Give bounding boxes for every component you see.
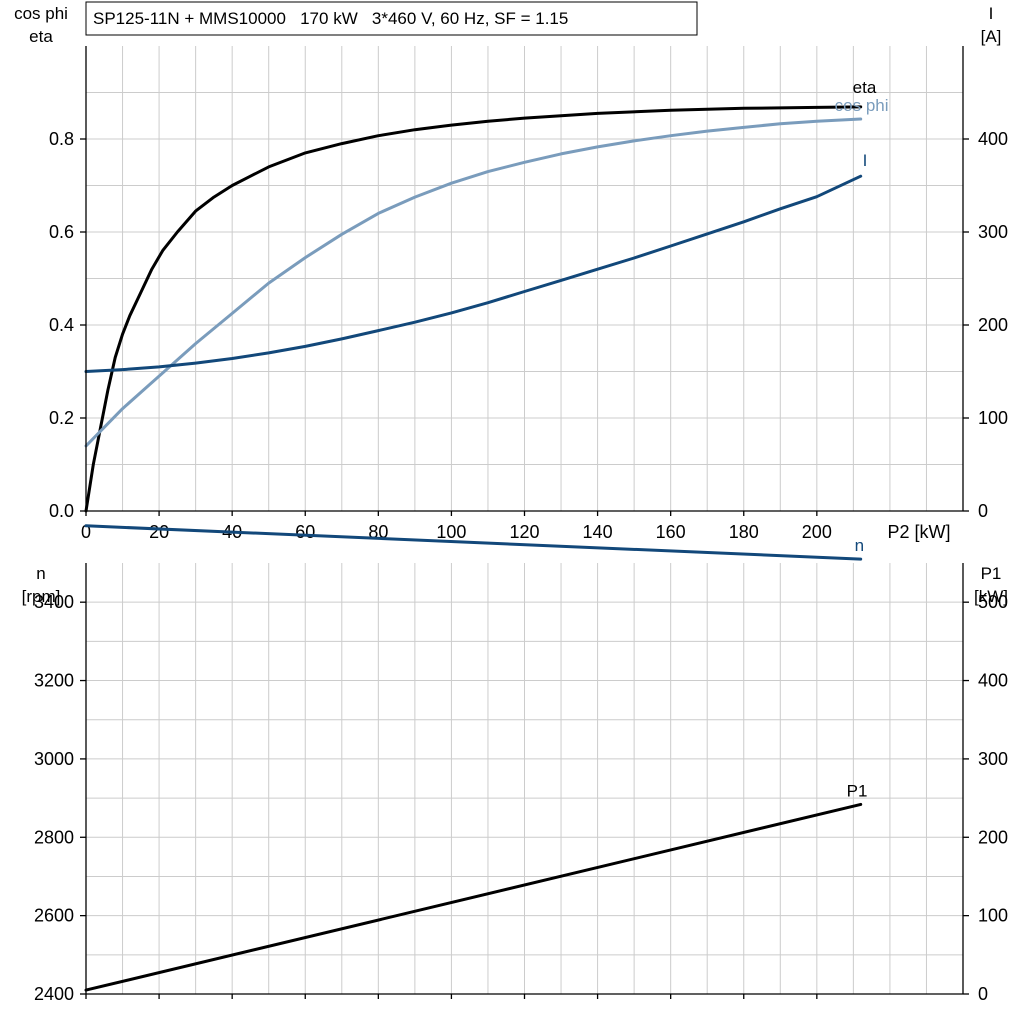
bottom-grid xyxy=(86,563,963,994)
left-axis-title-line: [rpm] xyxy=(22,587,61,606)
series-line-cos-phi xyxy=(84,117,863,448)
left-tick-label: 0.4 xyxy=(49,315,74,335)
x-tick-label: 20 xyxy=(149,522,169,542)
left-tick-label: 2400 xyxy=(34,984,74,1004)
series-label-cos-phi: cos phi xyxy=(835,96,889,115)
series-label-i: I xyxy=(863,151,868,170)
x-tick-label: 140 xyxy=(583,522,613,542)
x-tick-label: 120 xyxy=(509,522,539,542)
bottom-panel: 2400260028003000320034000100200300400500… xyxy=(22,524,1008,1004)
left-tick-label: 0.8 xyxy=(49,129,74,149)
series-line-n xyxy=(84,524,863,561)
right-tick-label: 0 xyxy=(978,501,988,521)
right-tick-label: 400 xyxy=(978,671,1008,691)
top-grid xyxy=(86,46,963,511)
x-tick-label: 100 xyxy=(436,522,466,542)
left-tick-label: 3000 xyxy=(34,749,74,769)
left-tick-label: 3200 xyxy=(34,671,74,691)
right-axis-title-line: P1 xyxy=(981,564,1002,583)
left-tick-label: 0.6 xyxy=(49,222,74,242)
right-tick-label: 300 xyxy=(978,222,1008,242)
x-tick-label: 160 xyxy=(656,522,686,542)
chart-title: SP125-11N + MMS10000 170 kW 3*460 V, 60 … xyxy=(93,9,568,28)
left-axis-title-line: eta xyxy=(29,27,53,46)
series-label-p1: P1 xyxy=(847,781,868,800)
left-tick-label: 2800 xyxy=(34,827,74,847)
right-tick-label: 200 xyxy=(978,315,1008,335)
right-tick-label: 300 xyxy=(978,749,1008,769)
left-tick-label: 2600 xyxy=(34,906,74,926)
series-label-n: n xyxy=(855,536,864,555)
right-tick-label: 200 xyxy=(978,827,1008,847)
left-tick-label: 0.2 xyxy=(49,408,74,428)
right-tick-label: 0 xyxy=(978,984,988,1004)
x-tick-label: 0 xyxy=(81,522,91,542)
right-tick-label: 100 xyxy=(978,408,1008,428)
left-axis-title-line: cos phi xyxy=(14,4,68,23)
series-label-eta: eta xyxy=(853,78,877,97)
bottom-annotations: n P1 xyxy=(847,536,868,800)
x-tick-label: 60 xyxy=(295,522,315,542)
title-frame xyxy=(85,1,698,36)
series-line-p1 xyxy=(84,802,863,992)
left-tick-label: 3400 xyxy=(34,592,74,612)
right-tick-label: 100 xyxy=(978,906,1008,926)
right-axis-title-line: [kW] xyxy=(974,587,1008,606)
right-tick-label: 400 xyxy=(978,129,1008,149)
left-tick-label: 0.0 xyxy=(49,501,74,521)
x-tick-label: 180 xyxy=(729,522,759,542)
right-axis-title-line: I xyxy=(989,4,994,23)
left-axis-title-line: n xyxy=(36,564,45,583)
bottom-series xyxy=(84,524,863,992)
bottom-ticks: 2400 2600 2800 3000 3200 3400 0 100 200 300 400 500… xyxy=(22,564,1008,1004)
x-tick-label: 200 xyxy=(802,522,832,542)
right-tick-label: 500 xyxy=(978,592,1008,612)
right-axis-title-line: [A] xyxy=(981,27,1002,46)
top-series xyxy=(84,105,863,513)
series-line-i xyxy=(84,174,863,373)
series-line-eta xyxy=(84,105,863,513)
x-axis-title: P2 [kW] xyxy=(887,522,950,542)
chart-title-box: SP125-11N + MMS10000 170 kW 3*460 V, 60 … xyxy=(85,1,698,36)
